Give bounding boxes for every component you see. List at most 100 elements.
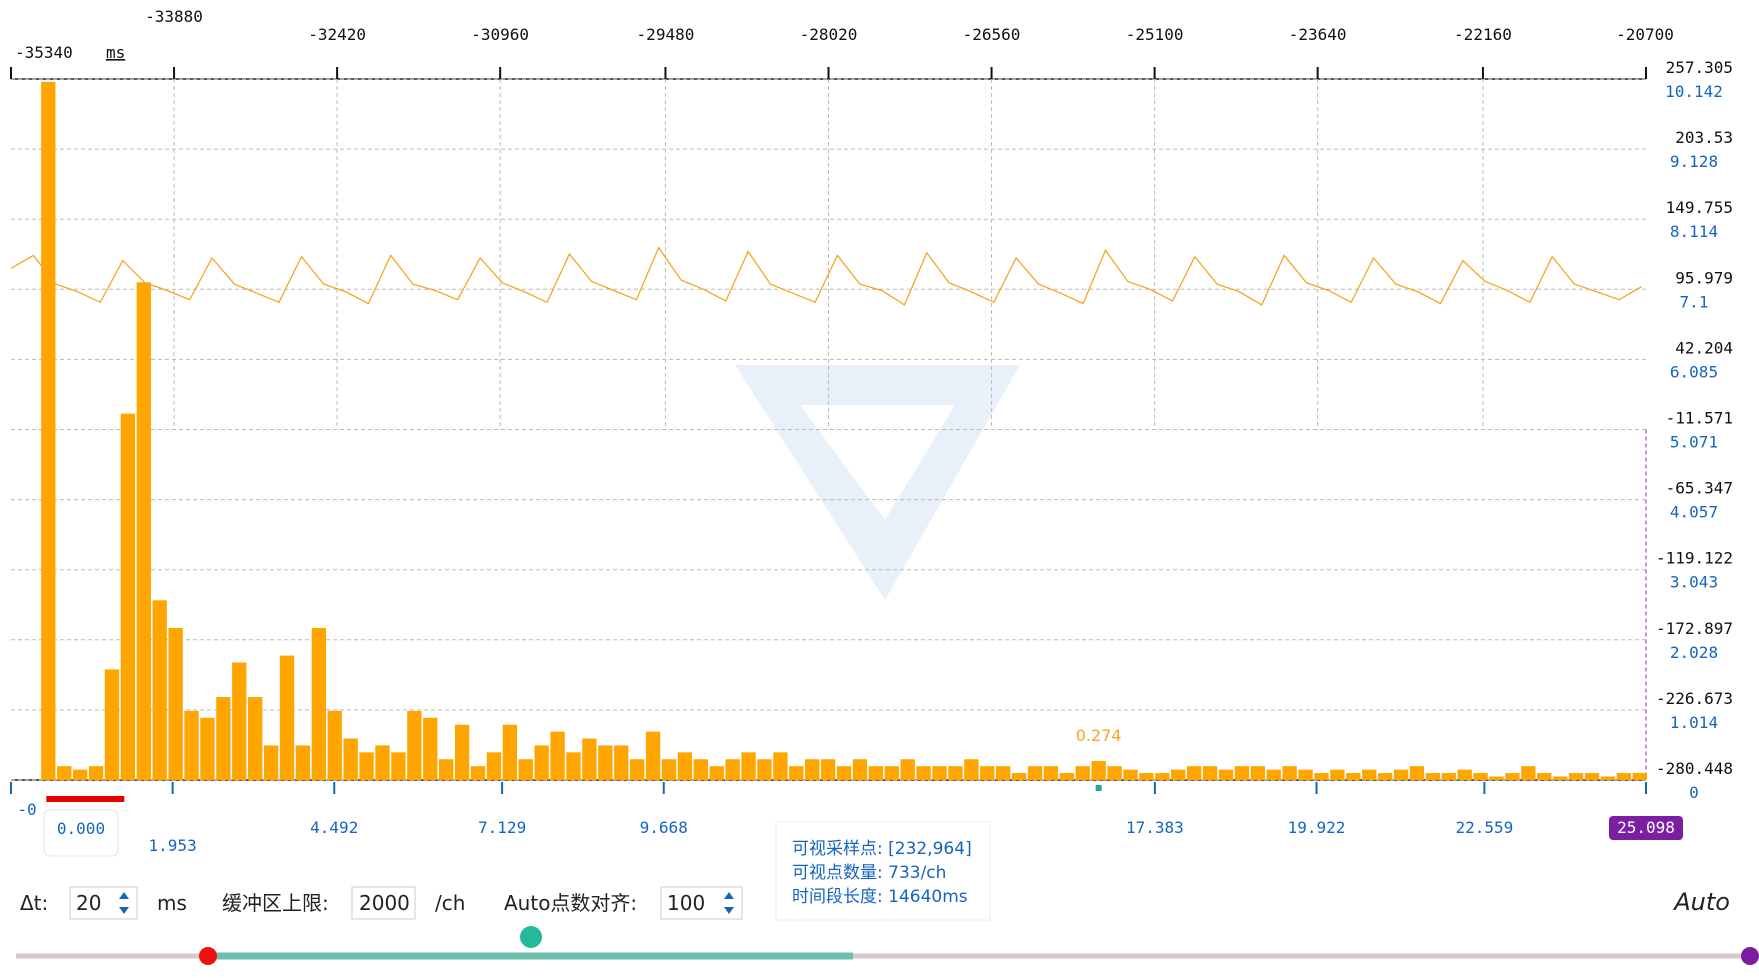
tooltip-box [775, 821, 991, 921]
fft-bar [1553, 776, 1568, 780]
fft-bar [1202, 766, 1218, 780]
cursor-box [43, 809, 119, 857]
y-tick-label: -172.897 [1656, 619, 1733, 638]
input-value[interactable]: 2000 [359, 891, 410, 915]
control-label: Auto [1672, 888, 1730, 916]
fft-bar [1425, 773, 1441, 780]
y2-tick-label: 5.071 [1670, 433, 1718, 452]
fft-bar [980, 766, 995, 780]
fft-bar [168, 627, 183, 780]
watermark [735, 365, 1020, 600]
fft-bar [1234, 766, 1250, 780]
fft-bar [693, 759, 708, 780]
fft-bar [884, 766, 899, 780]
input-box[interactable] [351, 886, 416, 920]
peak-label: 0.274 [1076, 726, 1122, 745]
spin-box[interactable] [660, 886, 743, 920]
fft-bar [1489, 776, 1504, 780]
fft-bar [725, 759, 740, 780]
fft-bar [614, 745, 629, 780]
fft-bar [1632, 773, 1647, 780]
x-tick-label: 17.383 [1126, 818, 1184, 837]
spin-value[interactable]: 100 [667, 891, 705, 915]
fft-bar [1218, 769, 1234, 780]
y2-tick-label: 10.142 [1665, 82, 1723, 101]
fft-bar [645, 731, 661, 780]
fft-bar [279, 655, 295, 780]
y2-tick-label: 6.085 [1670, 362, 1718, 381]
x-tick-label: -23640 [1289, 25, 1347, 44]
x-tick-label: 4.492 [310, 818, 358, 837]
fft-bar [216, 697, 231, 780]
fft-bar [773, 752, 788, 780]
slider-handle[interactable] [520, 926, 542, 948]
x-tick-label: -25100 [1126, 25, 1184, 44]
fft-bar [677, 752, 693, 780]
control-label: Auto点数对齐: [504, 891, 637, 915]
cursor-label: 0.000 [57, 819, 105, 838]
x-tick-label: -32420 [308, 25, 366, 44]
fft-bar [741, 752, 756, 780]
fft-bar [391, 752, 406, 780]
y2-tick-label: 2.028 [1670, 643, 1718, 662]
x-tick-label: -22160 [1454, 25, 1512, 44]
fft-bar [232, 662, 247, 780]
tooltip-line: 可视采样点: [232,964] [792, 839, 972, 859]
fft-bar [1171, 769, 1186, 780]
fft-bar [836, 766, 852, 780]
x-tick-label: -0 [17, 800, 36, 819]
y2-tick-label: 8.114 [1670, 222, 1718, 241]
fft-bar [582, 738, 597, 780]
fft-bar [852, 759, 868, 780]
fft-bar [184, 710, 199, 780]
y-tick-label: 95.979 [1675, 268, 1733, 287]
slider-handle[interactable] [1741, 947, 1759, 965]
fft-bar [120, 413, 136, 780]
x-tick-label: 1.953 [149, 836, 197, 855]
fft-bar [534, 745, 549, 780]
slider-handle[interactable] [199, 947, 217, 965]
y-tick-label: 257.305 [1666, 58, 1733, 77]
x-tick-label: -33880 [145, 7, 203, 26]
fft-bar [57, 766, 72, 780]
fft-bar [470, 766, 486, 780]
fft-bar [1123, 769, 1138, 780]
fft-bar [136, 282, 151, 780]
fft-bar [327, 710, 342, 780]
x-tick-label: 19.922 [1288, 818, 1346, 837]
fft-bar [1393, 769, 1409, 780]
spin-value[interactable]: 20 [76, 891, 101, 915]
fft-bar [1059, 773, 1074, 780]
fft-bar [1043, 766, 1059, 780]
fft-bar [439, 759, 454, 780]
x-tick-label: -20700 [1616, 25, 1674, 44]
fft-bar [518, 759, 533, 780]
spin-box[interactable] [69, 886, 138, 920]
fft-bar [454, 724, 470, 780]
fft-bar [1155, 773, 1170, 780]
fft-bar [375, 745, 390, 780]
fft-bar [1584, 773, 1600, 780]
spin-arrows[interactable] [119, 892, 129, 914]
fft-bar [41, 81, 56, 781]
y-tick-label: -65.347 [1666, 479, 1733, 498]
spin-arrows[interactable] [724, 892, 734, 914]
fft-bar [72, 769, 88, 780]
cursor-range [46, 796, 125, 802]
fft-bar [423, 717, 438, 780]
fft-bar [948, 766, 963, 780]
fft-bar [916, 766, 931, 780]
y-tick-label: -119.122 [1656, 549, 1733, 568]
fft-bar [1250, 766, 1265, 780]
fft-bar [1537, 773, 1552, 780]
x-tick-label: 9.668 [640, 818, 688, 837]
y-tick-label: 149.755 [1666, 198, 1733, 217]
x-tick-label: -28020 [800, 25, 858, 44]
fft-bar [248, 697, 263, 780]
fft-bar [1600, 776, 1616, 780]
fft-bar [1330, 769, 1345, 780]
fft-bar [152, 600, 167, 780]
x-tick-label: -30960 [471, 25, 529, 44]
